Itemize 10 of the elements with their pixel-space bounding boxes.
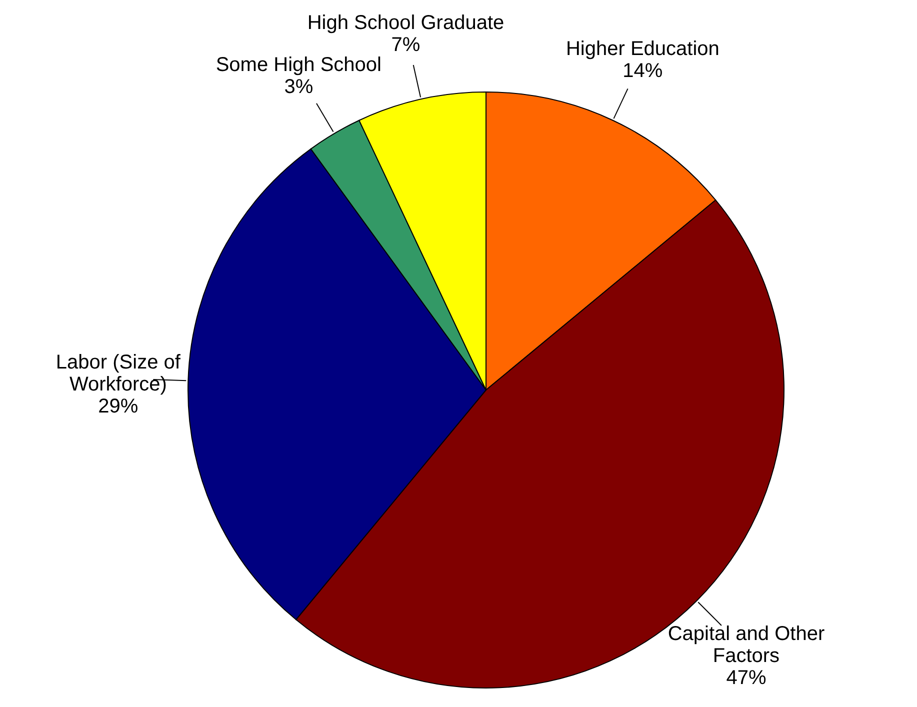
- data-label: 47%: [726, 667, 766, 690]
- slice-label: Capital and Other Factors: [668, 623, 825, 668]
- slice-label: Higher Education: [566, 38, 720, 60]
- data-label: 14%: [622, 60, 663, 82]
- data-label: 3%: [284, 76, 314, 98]
- data-label: 7%: [391, 34, 420, 56]
- data-label: 29%: [98, 395, 138, 418]
- slice-label: Some High School: [216, 54, 382, 76]
- slice-label: High School Graduate: [307, 12, 504, 34]
- slice-label: Labor (Size of Workforce): [56, 351, 181, 396]
